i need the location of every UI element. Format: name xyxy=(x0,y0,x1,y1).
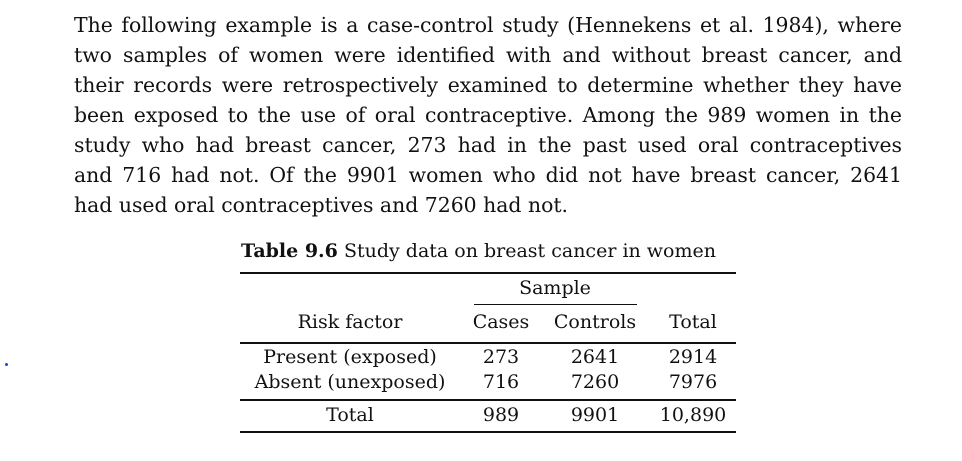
cell-present-cases: 273 xyxy=(482,346,520,368)
table-caption-text: Study data on breast cancer in women xyxy=(343,240,716,262)
cell-absent-total: 7976 xyxy=(668,371,718,393)
row-label-absent: Absent (unexposed) xyxy=(254,371,446,393)
cell-total-cases: 989 xyxy=(482,404,520,426)
row-label-present: Present (exposed) xyxy=(263,346,437,368)
header-bottom-rule xyxy=(240,342,736,344)
paragraph-line-1: The following example is a case-control … xyxy=(74,13,902,37)
cell-absent-controls: 7260 xyxy=(570,371,620,393)
paragraph-line-2: two samples of women were identified wit… xyxy=(74,43,902,67)
header-risk-factor: Risk factor xyxy=(297,311,403,333)
paragraph-line-7: had used oral contraceptives and 7260 ha… xyxy=(74,193,569,217)
row-label-total: Total xyxy=(326,404,374,426)
margin-dot-marker xyxy=(5,363,8,366)
cell-grand-total: 10,890 xyxy=(659,404,727,426)
total-separator-rule xyxy=(240,399,736,401)
cell-present-total: 2914 xyxy=(668,346,718,368)
table-caption: Table 9.6 Study data on breast cancer in… xyxy=(241,240,716,262)
header-total: Total xyxy=(669,311,717,333)
cell-total-controls: 9901 xyxy=(570,404,620,426)
sample-group-header: Sample xyxy=(519,277,591,299)
header-cases: Cases xyxy=(472,311,530,333)
paragraph-line-3: their records were retrospectively exami… xyxy=(74,73,902,97)
table-number: Table 9.6 xyxy=(241,240,338,262)
paragraph-line-4: been exposed to the use of oral contrace… xyxy=(74,103,902,127)
paragraph-line-5: study who had breast cancer, 273 had in … xyxy=(74,133,902,157)
body-paragraph: The following example is a case-control … xyxy=(74,10,902,220)
table-bottom-rule xyxy=(240,431,736,433)
header-controls: Controls xyxy=(553,311,637,333)
cell-absent-cases: 716 xyxy=(482,371,520,393)
sample-group-rule xyxy=(474,304,637,306)
table-top-rule xyxy=(240,272,736,274)
paragraph-line-6: and 716 had not. Of the 9901 women who d… xyxy=(74,163,902,187)
cell-present-controls: 2641 xyxy=(570,346,620,368)
